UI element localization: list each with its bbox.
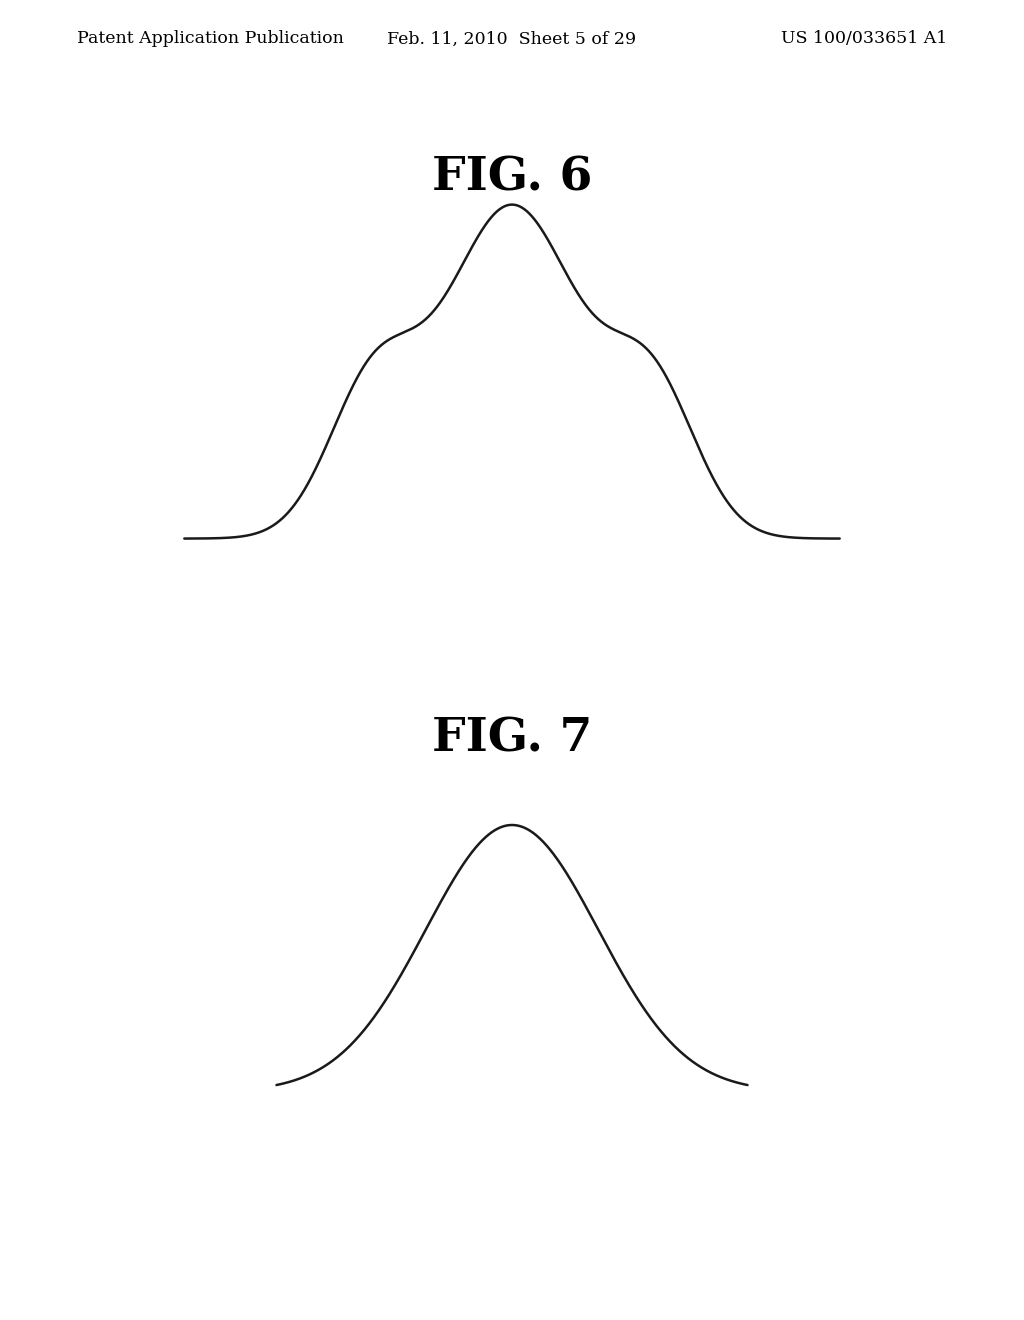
Text: FIG. 6: FIG. 6 (432, 154, 592, 201)
Text: Feb. 11, 2010  Sheet 5 of 29: Feb. 11, 2010 Sheet 5 of 29 (387, 30, 637, 48)
Text: Patent Application Publication: Patent Application Publication (77, 30, 344, 48)
Text: FIG. 7: FIG. 7 (432, 715, 592, 762)
Text: US 100/033651 A1: US 100/033651 A1 (781, 30, 947, 48)
